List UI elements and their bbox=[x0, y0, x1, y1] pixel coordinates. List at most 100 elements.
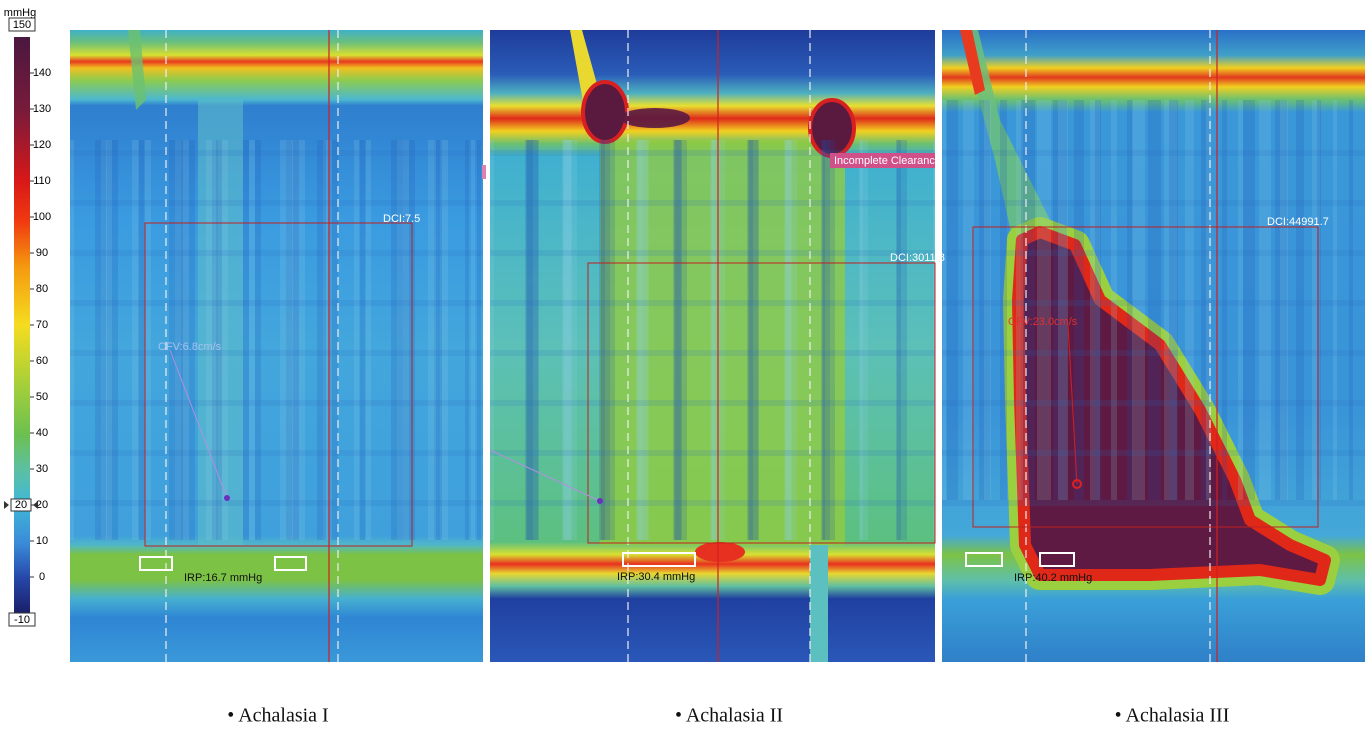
band bbox=[70, 250, 483, 256]
stripe bbox=[280, 140, 293, 540]
band bbox=[490, 400, 935, 406]
stripe bbox=[391, 140, 403, 540]
stripe bbox=[600, 140, 610, 540]
stripe bbox=[70, 140, 74, 540]
stripe bbox=[1037, 100, 1051, 500]
color-bar bbox=[14, 37, 30, 613]
stripe bbox=[822, 140, 830, 540]
scale-end-box bbox=[8, 17, 36, 32]
cfv-line bbox=[489, 449, 601, 502]
stripe bbox=[1349, 100, 1353, 500]
stripe bbox=[784, 140, 792, 540]
stripe bbox=[1127, 100, 1133, 500]
caption: • Achalasia III bbox=[1115, 705, 1230, 727]
stripe bbox=[243, 140, 249, 540]
stripe bbox=[525, 140, 539, 540]
band bbox=[70, 350, 483, 356]
band bbox=[942, 350, 1365, 356]
band bbox=[490, 450, 935, 456]
stripe bbox=[132, 140, 139, 540]
stripe bbox=[181, 140, 195, 540]
irp-label: IRP:30.4 mmHg bbox=[617, 571, 695, 583]
tick-label: 60 bbox=[36, 355, 48, 367]
stripe bbox=[1016, 100, 1023, 500]
marker-label: 20 bbox=[15, 499, 27, 511]
stripe bbox=[1238, 100, 1243, 500]
stripe bbox=[979, 100, 990, 500]
band bbox=[70, 200, 483, 206]
tick-label: 80 bbox=[36, 283, 48, 295]
stripe bbox=[1058, 100, 1068, 500]
band bbox=[942, 150, 1365, 156]
stripe bbox=[1201, 100, 1210, 500]
stripe bbox=[942, 100, 946, 500]
irp-window bbox=[622, 552, 696, 567]
stripe bbox=[218, 140, 228, 540]
tick-label: 40 bbox=[36, 427, 48, 439]
stripe bbox=[860, 140, 868, 540]
stripe bbox=[366, 140, 371, 540]
band bbox=[70, 500, 483, 506]
stripe bbox=[636, 140, 649, 540]
tick-label: 10 bbox=[36, 535, 48, 547]
stripe bbox=[1021, 100, 1035, 500]
tick-label: 50 bbox=[36, 391, 48, 403]
irp-label: IRP:16.7 mmHg bbox=[184, 572, 262, 584]
dci-label: DCI:3011.8 bbox=[890, 252, 945, 264]
stripe bbox=[397, 140, 409, 540]
stripe bbox=[1222, 100, 1227, 500]
stripe bbox=[101, 140, 112, 540]
stripe bbox=[329, 140, 338, 540]
stripe bbox=[810, 545, 828, 662]
stripe bbox=[1206, 100, 1211, 500]
stripe bbox=[821, 140, 825, 540]
scale-end-label: 150 bbox=[13, 19, 31, 31]
dci-box bbox=[587, 262, 936, 544]
stripe bbox=[785, 140, 797, 540]
cfv-line bbox=[1067, 324, 1078, 485]
stripe bbox=[637, 140, 643, 540]
tick-label: 90 bbox=[36, 247, 48, 259]
stripe bbox=[292, 140, 305, 540]
marker-box bbox=[10, 498, 32, 512]
stripe bbox=[354, 140, 359, 540]
band bbox=[70, 450, 483, 456]
cfv-label: CFV:6.8cm/s bbox=[158, 341, 222, 353]
tick-label: 30 bbox=[36, 463, 48, 475]
stripe bbox=[710, 140, 715, 540]
tick-label: 0 bbox=[39, 571, 45, 583]
tick-label: 130 bbox=[33, 103, 51, 115]
band bbox=[942, 450, 1365, 456]
band bbox=[490, 500, 935, 506]
pressurization bbox=[600, 140, 845, 545]
scale-end-label: -10 bbox=[14, 614, 30, 626]
band bbox=[490, 150, 935, 156]
stripe bbox=[599, 140, 605, 540]
stripe bbox=[897, 140, 901, 540]
stripe bbox=[1275, 100, 1287, 500]
stripe bbox=[1169, 100, 1178, 500]
irp-window bbox=[274, 556, 307, 571]
stripe bbox=[563, 140, 577, 540]
stripe bbox=[1312, 100, 1320, 500]
dci-box bbox=[972, 226, 1319, 528]
stripe bbox=[323, 140, 332, 540]
stripe bbox=[1132, 100, 1145, 500]
annotation: Incomplete Clearance bbox=[834, 155, 941, 167]
stripe bbox=[601, 140, 615, 540]
stripe bbox=[471, 140, 475, 540]
cfv-point bbox=[597, 498, 603, 504]
stripe bbox=[933, 140, 935, 540]
pressure-blob bbox=[1003, 217, 1340, 595]
blob bbox=[695, 542, 745, 562]
irp-window bbox=[1039, 552, 1075, 567]
band bbox=[490, 200, 935, 206]
stripe bbox=[286, 140, 299, 540]
band bbox=[942, 400, 1365, 406]
stripe bbox=[1243, 100, 1255, 500]
stripe bbox=[527, 140, 538, 540]
stripe bbox=[564, 140, 571, 540]
scale-end-box bbox=[8, 612, 36, 627]
overlays: IRP:16.7 mmHg DCI:7.5 CFV:6.8cm/s • Achalas… bbox=[139, 30, 1329, 727]
